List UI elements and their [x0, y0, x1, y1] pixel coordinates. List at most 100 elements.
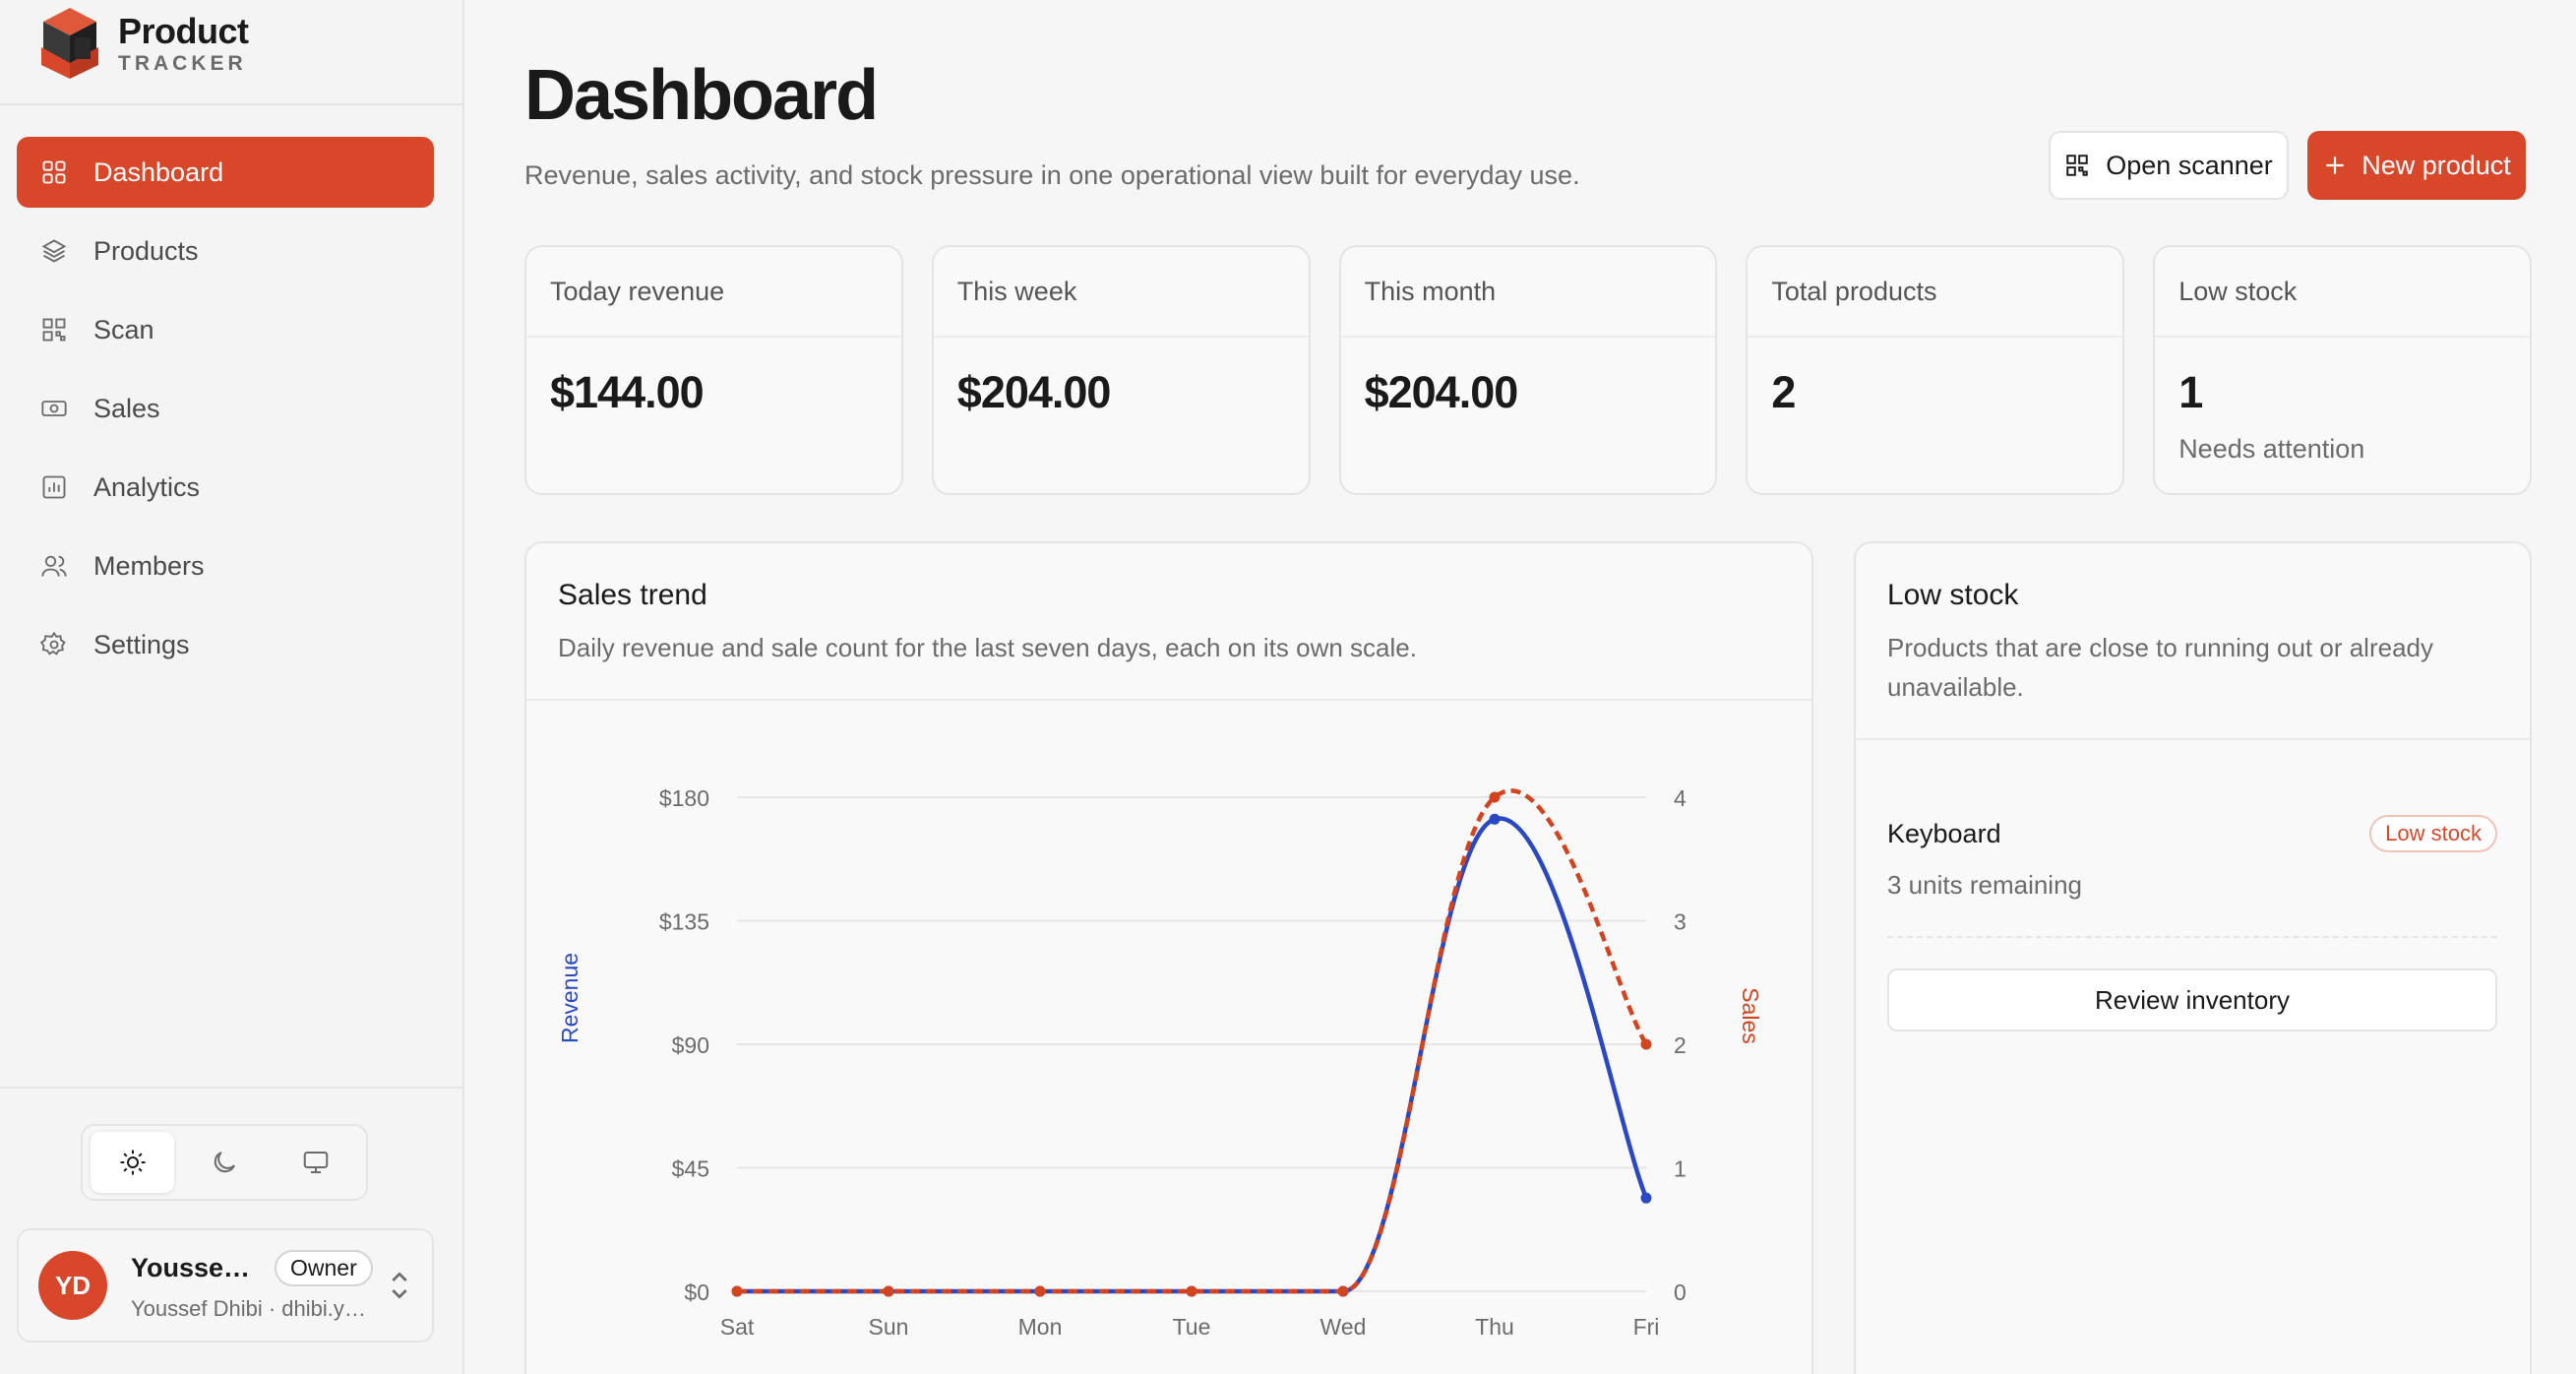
card-title: Sales trend [558, 579, 707, 611]
data-point-sales [1186, 1285, 1197, 1297]
gear-icon [40, 631, 66, 656]
status-badge: Low stock [2369, 815, 2497, 852]
sales-trend-chart: $0 $45 $90 $135 $180 0 1 2 3 4 Sat Sun Mon Tue Wed Thu F… [557, 785, 1763, 1340]
users-icon [41, 555, 67, 577]
sidebar-divider [0, 103, 464, 105]
sidebar-item-label: Scan [93, 314, 154, 344]
y2-tick-label: 1 [1674, 1156, 1687, 1182]
data-point-sales [1640, 1038, 1652, 1050]
moon-icon [214, 1152, 235, 1173]
avatar: YD [38, 1251, 107, 1320]
user-name: Youssef… [131, 1252, 259, 1282]
x-tick-label: Fri [1633, 1314, 1660, 1340]
sidebar-item-label: Members [93, 550, 205, 581]
stat-cards: Today revenue $144.00 This week $204.00 … [524, 245, 2532, 495]
y-tick-label: $90 [672, 1032, 709, 1058]
sun-icon [120, 1150, 146, 1175]
bar-chart-icon [42, 475, 66, 499]
data-point-revenue [1640, 1192, 1652, 1204]
sidebar-item-settings[interactable]: Settings [17, 609, 434, 680]
sidebar-item-label: Sales [93, 393, 160, 423]
series-line-sales [736, 788, 1648, 1294]
banknote-icon [41, 401, 67, 416]
theme-dark-button[interactable] [182, 1132, 266, 1193]
sidebar-item-members[interactable]: Members [17, 531, 434, 601]
product-name: Keyboard [1887, 818, 2001, 848]
brand-name: Product [118, 10, 249, 51]
stat-value: $204.00 [1364, 367, 1519, 417]
sidebar-nav: Dashboard Products Scan Sales Analytics … [17, 137, 434, 688]
stat-label: Total products [1748, 247, 2123, 338]
brand-tagline: TRACKER [118, 51, 247, 75]
qr-code-icon [2066, 155, 2088, 176]
x-tick-label: Sun [869, 1314, 909, 1340]
stat-value: 1 [2178, 367, 2203, 417]
open-scanner-label: Open scanner [2106, 150, 2273, 180]
sidebar-footer-divider [0, 1087, 464, 1089]
sidebar: Product TRACKER Dashboard Products Scan … [0, 0, 464, 1374]
page-subtitle: Revenue, sales activity, and stock press… [524, 160, 1580, 190]
sidebar-item-label: Products [93, 235, 199, 266]
review-inventory-button[interactable]: Review inventory [1887, 968, 2497, 1031]
card-description: Products that are close to running out o… [1887, 633, 2433, 702]
dashboard-grid-icon [42, 160, 66, 184]
x-tick-label: Thu [1475, 1314, 1514, 1340]
sidebar-item-label: Dashboard [93, 156, 224, 187]
data-point-sales [883, 1285, 894, 1297]
units-remaining: 3 units remaining [1887, 870, 2082, 900]
x-tick-label: Wed [1320, 1314, 1367, 1340]
user-subtitle: Youssef Dhibi · dhibi.y… [131, 1295, 366, 1321]
stat-label: Low stock [2155, 247, 2530, 338]
sidebar-item-label: Analytics [93, 471, 201, 502]
sidebar-item-scan[interactable]: Scan [17, 294, 434, 365]
stat-note: Needs attention [2178, 434, 2365, 464]
y-axis-title: Revenue [557, 953, 583, 1043]
plus-icon [2326, 156, 2344, 174]
y2-tick-label: 3 [1674, 909, 1687, 935]
theme-light-button[interactable] [91, 1132, 175, 1193]
y-tick-label: $0 [684, 1280, 709, 1305]
y-tick-label: $45 [672, 1156, 709, 1182]
open-scanner-button[interactable]: Open scanner [2049, 131, 2289, 200]
new-product-label: New product [2361, 150, 2511, 180]
y2-axis-title: Sales [1738, 987, 1763, 1044]
monitor-icon [304, 1152, 329, 1173]
sidebar-item-label: Settings [93, 629, 190, 659]
theme-system-button[interactable] [275, 1132, 358, 1193]
layers-icon [41, 239, 67, 263]
box-logo-icon [41, 8, 98, 79]
stat-value: $144.00 [550, 367, 705, 417]
data-point-sales [1489, 791, 1501, 803]
y2-tick-label: 0 [1674, 1280, 1687, 1305]
data-point-revenue [1489, 813, 1501, 825]
low-stock-card: Low stock Products that are close to run… [1854, 541, 2532, 1374]
list-item[interactable]: Keyboard Low stock 3 units remaining [1887, 815, 2497, 901]
chevron-up-down-icon [392, 1272, 407, 1299]
sidebar-item-sales[interactable]: Sales [17, 373, 434, 444]
y2-tick-label: 4 [1674, 785, 1687, 811]
sidebar-item-analytics[interactable]: Analytics [17, 452, 434, 523]
sidebar-item-dashboard[interactable]: Dashboard [17, 137, 434, 208]
y-tick-label: $180 [659, 785, 709, 811]
theme-switcher [81, 1124, 368, 1201]
sales-trend-card: Sales trend Daily revenue and sale count… [524, 541, 1813, 1374]
y-tick-label: $135 [659, 909, 709, 935]
y2-tick-label: 2 [1674, 1032, 1687, 1058]
stat-card-this-month: This month $204.00 [1338, 245, 1718, 495]
data-point-sales [1034, 1285, 1046, 1297]
stat-card-total-products: Total products 2 [1746, 245, 2125, 495]
x-tick-label: Mon [1018, 1314, 1063, 1340]
user-menu[interactable]: YD Youssef… Owner Youssef Dhibi · dhibi.… [17, 1228, 434, 1343]
stat-label: This month [1340, 247, 1716, 338]
brand-logo[interactable]: Product TRACKER [35, 4, 249, 83]
list-divider [1887, 936, 2497, 938]
page-title: Dashboard [524, 56, 879, 135]
card-description: Daily revenue and sale count for the las… [558, 633, 1417, 662]
sidebar-item-products[interactable]: Products [17, 216, 434, 286]
stat-value: $204.00 [956, 367, 1112, 417]
stat-card-today-revenue: Today revenue $144.00 [524, 245, 903, 495]
new-product-button[interactable]: New product [2307, 131, 2526, 200]
stat-label: Today revenue [526, 247, 901, 338]
data-point-sales [731, 1285, 743, 1297]
qr-code-icon [42, 318, 66, 342]
